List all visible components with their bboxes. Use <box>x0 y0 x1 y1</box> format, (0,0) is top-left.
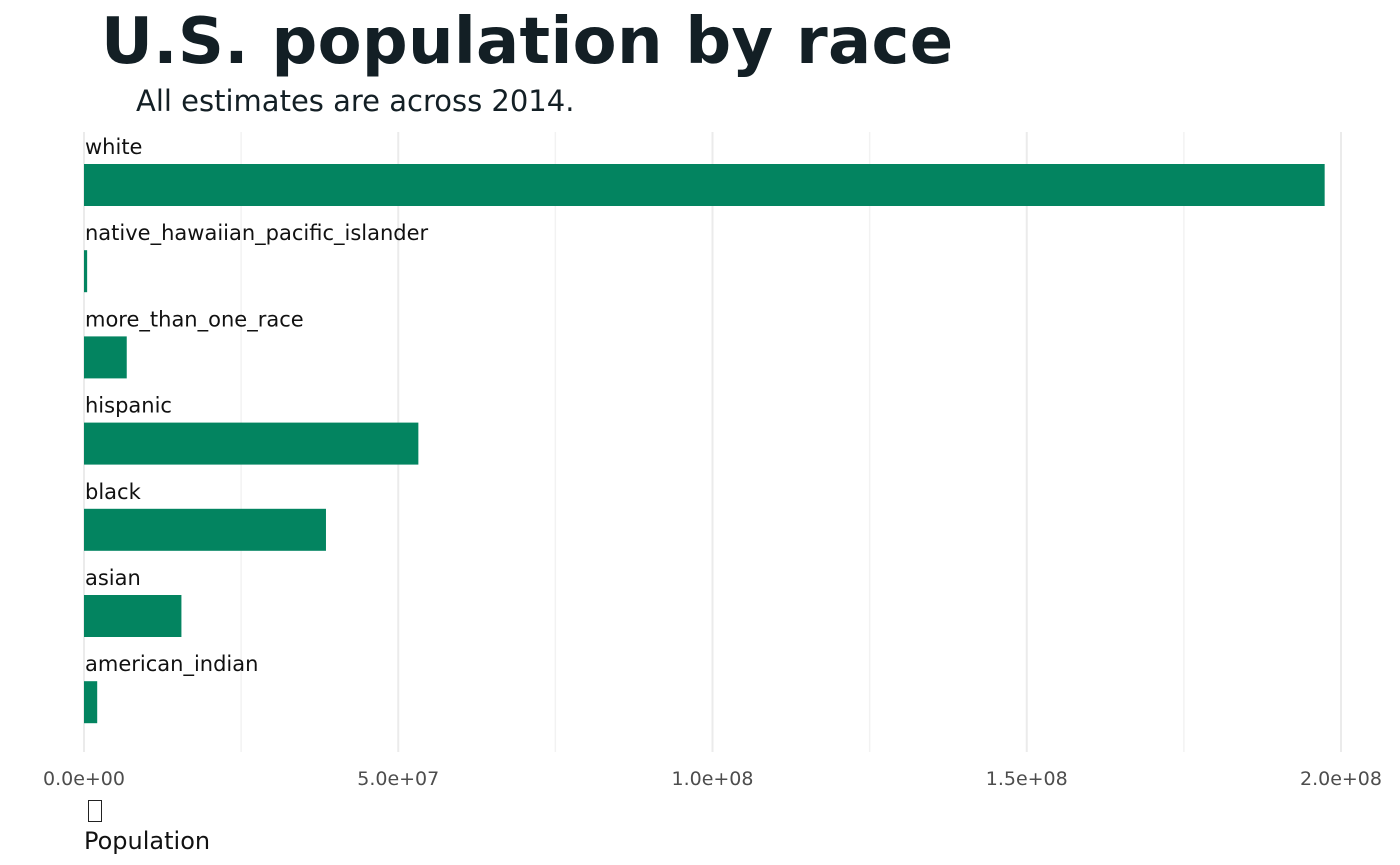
x-axis-ticks: 0.0e+00 5.0e+07 1.0e+08 1.5e+08 2.0e+08 <box>43 768 1382 790</box>
bar-american_indian <box>84 681 98 724</box>
x-tick-label-2: 1.0e+08 <box>671 768 753 790</box>
bars <box>84 164 1325 724</box>
category-label-black: black <box>85 480 142 504</box>
chart-title: U.S. population by race <box>101 5 954 79</box>
bar-native_hawaiian_pacific_islander <box>84 250 88 293</box>
bar-hispanic <box>84 422 419 465</box>
x-tick-label-3: 1.5e+08 <box>986 768 1068 790</box>
category-label-hispanic: hispanic <box>85 394 172 418</box>
placeholder-glyph-icon <box>88 800 102 822</box>
bar-asian <box>84 595 182 637</box>
x-tick-label-0: 0.0e+00 <box>43 768 125 790</box>
category-label-native_hawaiian_pacific_islander: native_hawaiian_pacific_islander <box>85 221 429 246</box>
x-tick-label-1: 5.0e+07 <box>357 768 439 790</box>
chart-subtitle: All estimates are across 2014. <box>136 84 575 118</box>
x-tick-label-4: 2.0e+08 <box>1300 768 1382 790</box>
category-label-asian: asian <box>85 566 141 590</box>
bar-more_than_one_race <box>84 336 127 379</box>
bar-black <box>84 508 326 551</box>
category-label-white: white <box>85 135 142 159</box>
category-labels: white native_hawaiian_pacific_islandermor… <box>85 135 429 677</box>
x-axis-title: Population <box>84 827 211 855</box>
category-label-more_than_one_race: more_than_one_race <box>85 307 304 332</box>
category-label-american_indian: american_indian <box>85 652 258 677</box>
bar-white <box>84 164 1325 206</box>
